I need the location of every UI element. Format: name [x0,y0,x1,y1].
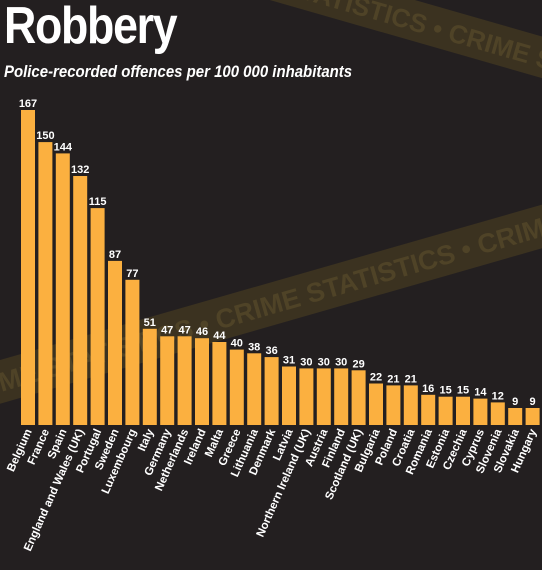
bar-austria [316,368,331,425]
bar-hungary [525,408,540,425]
bar-spain [55,153,70,425]
data-label: 21 [405,373,417,385]
bar-finland [334,368,349,425]
data-label: 15 [457,385,469,397]
bar-poland [386,385,401,425]
bar-northern-ireland-uk [299,368,314,425]
bar-netherlands [177,336,192,425]
data-label: 167 [19,98,37,110]
bar-greece [229,349,244,425]
data-label: 47 [178,324,190,336]
data-label: 15 [439,385,451,397]
bar-czechia [456,396,470,425]
data-label: 16 [422,383,434,395]
data-label: 9 [512,396,518,408]
bar-estonia [438,396,453,425]
bar-malta [212,342,227,425]
bar-romania [421,394,436,425]
bar-belgium [21,110,35,425]
bar-england-and-wales-uk [73,176,88,425]
data-label: 22 [370,372,382,384]
data-label: 21 [387,373,399,385]
bar-croatia [403,385,418,425]
data-label: 30 [300,356,312,368]
chart-title: Robbery [4,0,178,55]
bar-denmark [264,357,279,425]
bar-italy [142,328,157,425]
data-label: 9 [530,396,536,408]
data-label: 144 [54,141,73,153]
bar-ireland [195,338,209,425]
data-label: 14 [474,387,487,399]
bar-luxembourg [125,279,140,425]
data-label: 31 [283,355,295,367]
data-label: 46 [196,326,208,338]
bar-france [38,142,53,425]
data-label: 115 [89,196,107,208]
bar-slovakia [508,408,523,425]
bar-bulgaria [369,383,383,425]
bar-cyprus [473,398,488,425]
data-label: 12 [492,390,504,402]
data-label: 29 [352,358,364,370]
bar-germany [160,336,175,425]
watermark-band-top [167,0,542,137]
bar-sweden [108,260,122,425]
bar-scotland-uk [351,370,366,425]
data-label: 150 [36,130,54,142]
bar-latvia [282,366,296,425]
data-label: 30 [335,356,347,368]
data-label: 47 [161,324,173,336]
data-label: 38 [248,341,260,353]
data-label: 30 [318,356,330,368]
bar-lithuania [247,353,262,425]
data-label: 77 [126,268,138,280]
data-label: 51 [144,317,156,329]
data-label: 87 [109,249,121,261]
bar-slovenia [490,402,505,425]
data-label: 132 [71,164,89,176]
chart-subtitle: Police-recorded offences per 100 000 inh… [4,62,353,81]
data-label: 36 [265,345,277,357]
data-label: 40 [231,338,243,350]
data-label: 44 [213,330,226,342]
bar-portugal [90,208,105,425]
